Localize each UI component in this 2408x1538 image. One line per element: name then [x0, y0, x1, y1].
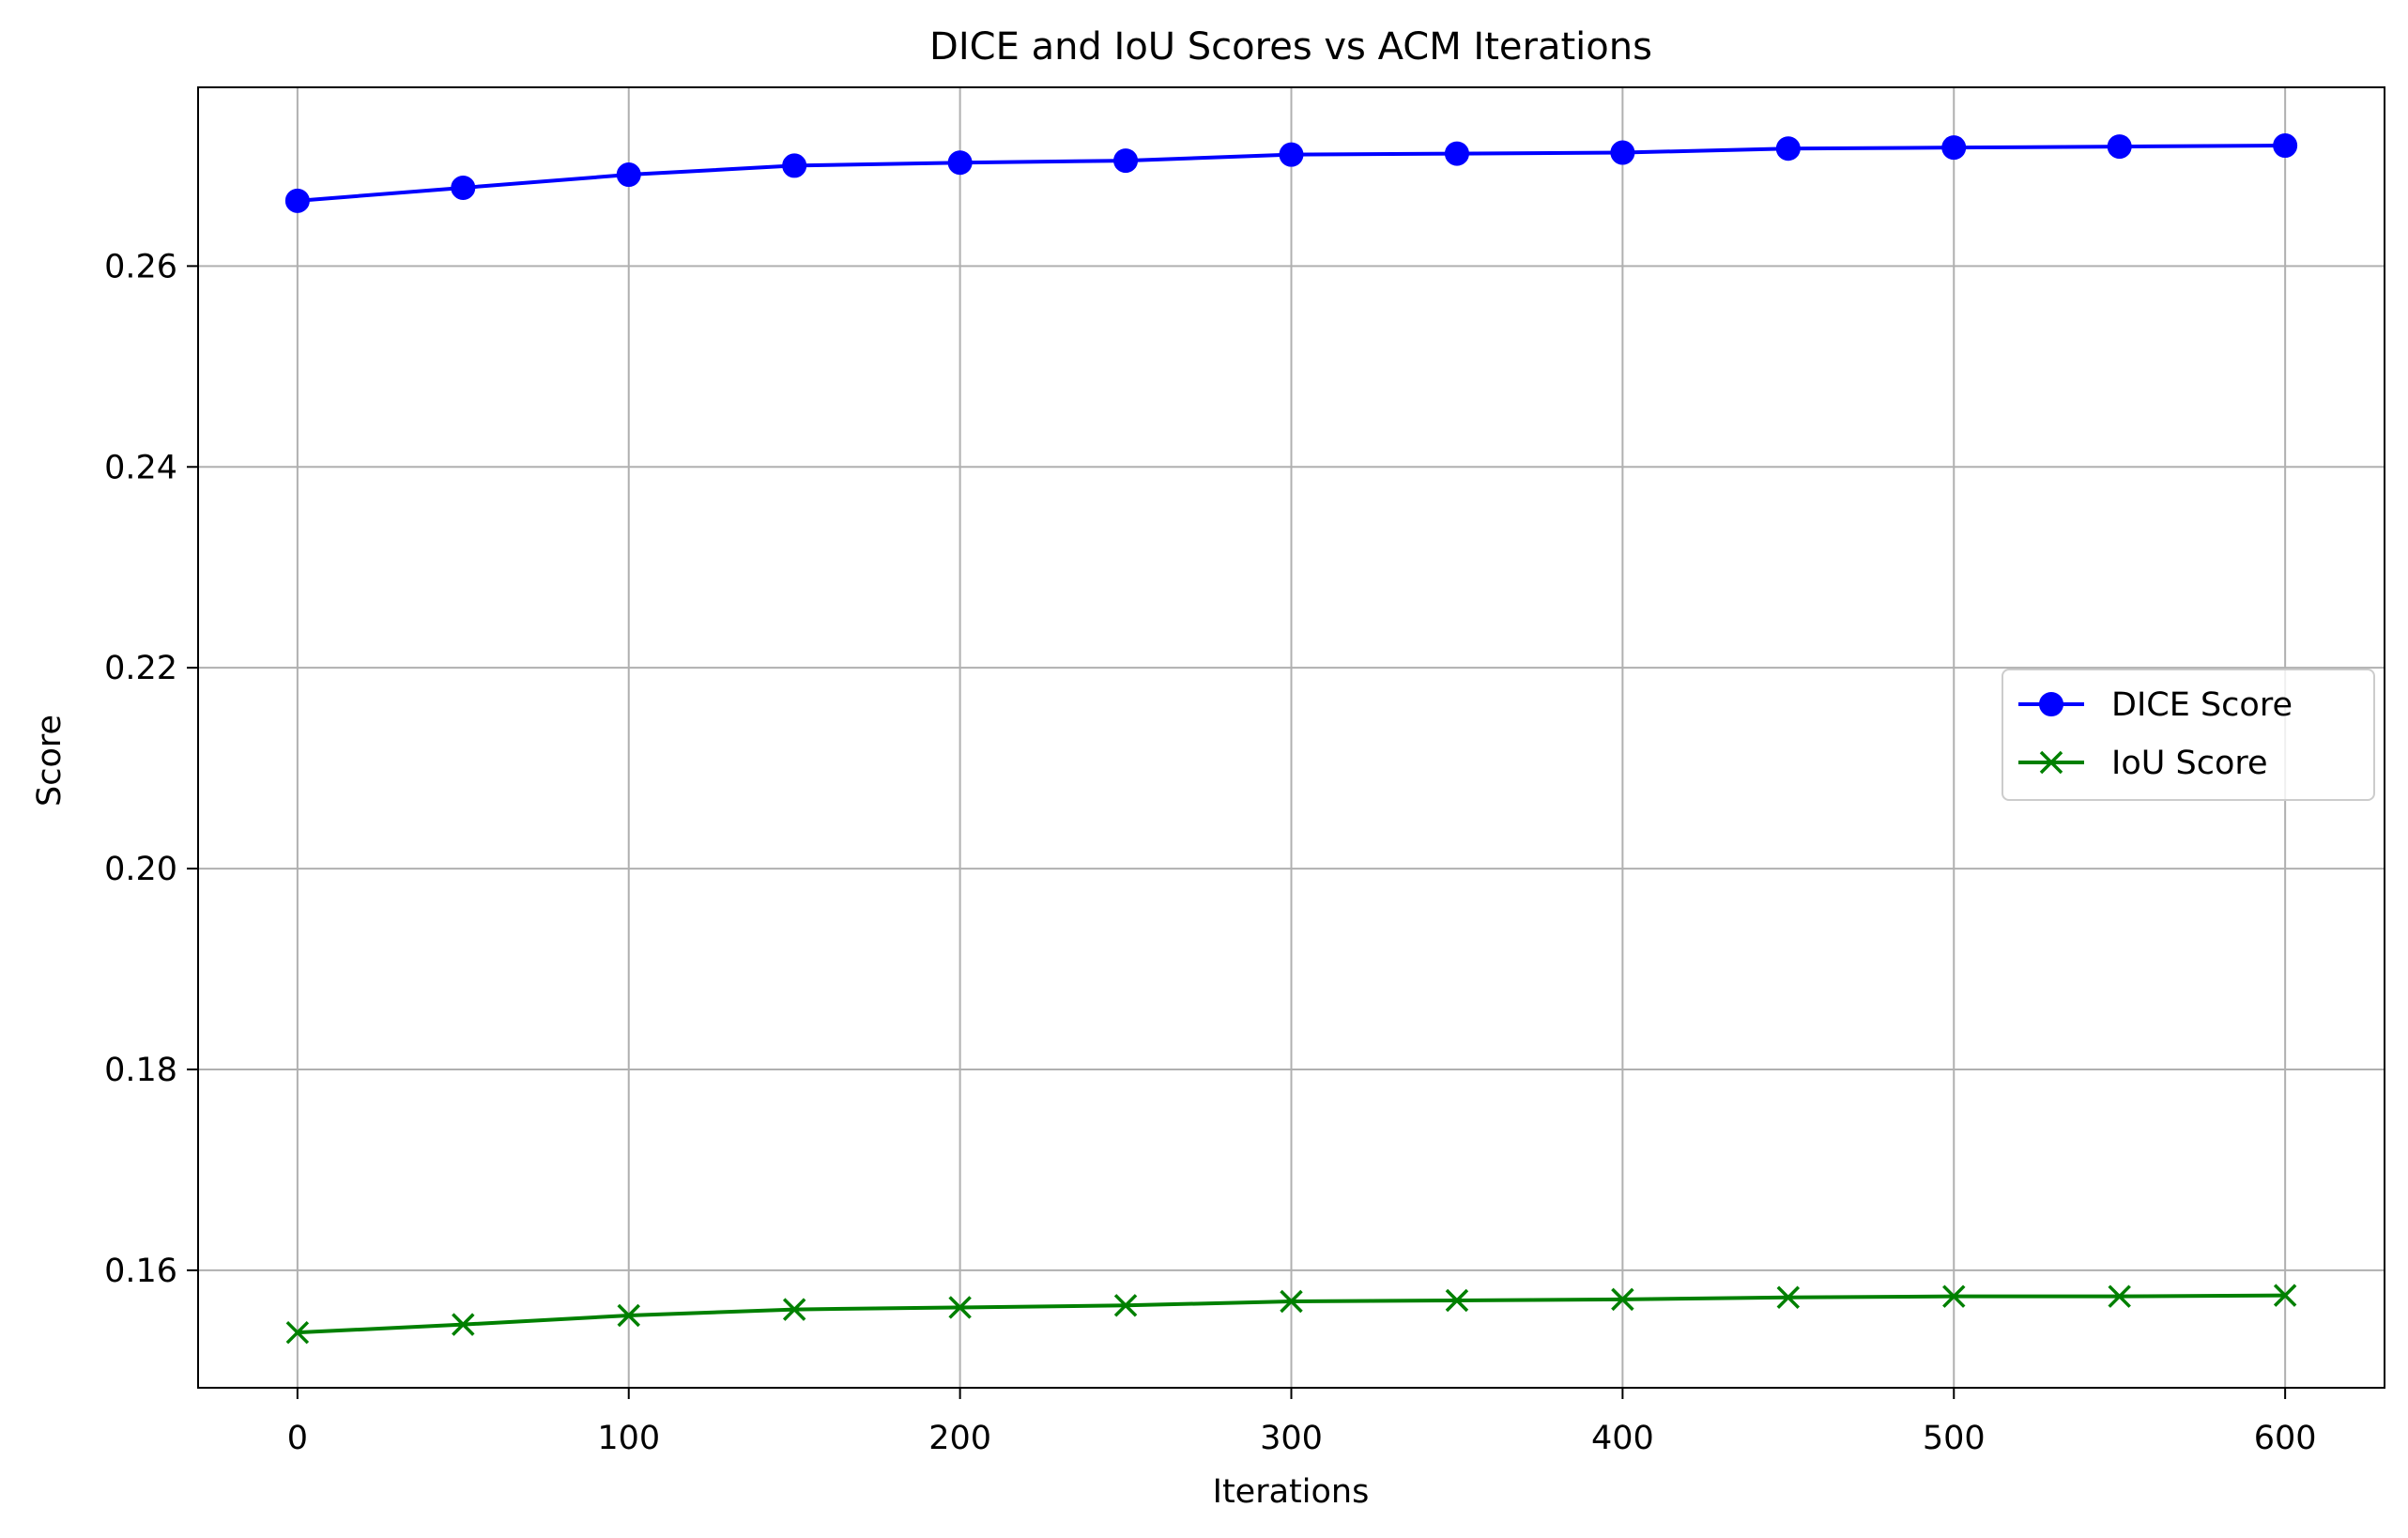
legend: DICE Score IoU Score — [2002, 669, 2375, 801]
legend-marker — [2039, 750, 2063, 775]
iou-score-point — [1113, 1294, 1138, 1317]
y-tick-label: 0.22 — [104, 650, 177, 687]
dice-score-point — [1775, 136, 1801, 161]
y-tick-label: 0.16 — [104, 1253, 177, 1290]
iou-score-point — [782, 1298, 806, 1321]
iou-score-point — [617, 1303, 640, 1328]
legend-item-iou-score: IoU Score — [2018, 745, 2268, 782]
legend-item-dice-score: DICE Score — [2018, 686, 2293, 724]
dice-score-point — [2107, 134, 2132, 160]
iou-score-point — [2273, 1284, 2297, 1307]
dice-score-point — [947, 150, 973, 176]
dice-score-point — [1113, 148, 1139, 174]
legend-label: IoU Score — [2111, 745, 2268, 782]
iou-score-point — [1445, 1288, 1469, 1313]
iou-score-point — [285, 1320, 310, 1345]
y-tick-label: 0.26 — [104, 248, 177, 285]
chart-title: DICE and IoU Scores vs ACM Iterations — [929, 25, 1652, 69]
iou-score-point — [1942, 1284, 1966, 1308]
x-tick-label: 300 — [1260, 1420, 1323, 1457]
x-tick-label: 200 — [928, 1420, 991, 1457]
x-tick-label: 0 — [287, 1420, 308, 1457]
dice-score-point — [1610, 140, 1635, 165]
legend-label: DICE Score — [2111, 686, 2293, 724]
legend-box — [2002, 669, 2375, 801]
dice-score-point — [1279, 142, 1304, 167]
dice-score-point — [2273, 133, 2298, 159]
legend-marker — [2039, 692, 2063, 716]
dice-score-point — [1941, 135, 1967, 161]
dice-score-point — [451, 175, 476, 200]
grid — [198, 87, 2385, 1388]
x-tick-label: 500 — [1923, 1420, 1986, 1457]
dice-score-point — [284, 188, 310, 213]
y-axis-label: Score — [31, 715, 69, 807]
series-group — [284, 133, 2298, 1345]
dice-score-series — [284, 133, 2298, 213]
iou-score-series — [285, 1284, 2297, 1345]
y-axis: 0.16 0.18 0.20 0.22 0.24 0.26 — [104, 248, 198, 1290]
x-axis: 0 100 200 300 400 500 600 — [287, 1388, 2317, 1457]
iou-score-point — [2108, 1284, 2131, 1308]
x-tick-label: 100 — [597, 1420, 660, 1457]
x-axis-label: Iterations — [1213, 1473, 1370, 1511]
y-tick-label: 0.20 — [104, 851, 177, 888]
iou-score-point — [452, 1313, 475, 1336]
dice-score-point — [782, 153, 807, 178]
iou-score-point — [948, 1296, 972, 1319]
iou-score-point — [1280, 1289, 1303, 1314]
iou-score-point — [1776, 1285, 1801, 1309]
y-tick-label: 0.24 — [104, 449, 177, 486]
x-tick-label: 400 — [1591, 1420, 1654, 1457]
y-tick-label: 0.18 — [104, 1052, 177, 1089]
x-tick-label: 600 — [2254, 1420, 2317, 1457]
iou-score-point — [1611, 1287, 1634, 1312]
dice-score-point — [616, 162, 641, 188]
dice-score-point — [1444, 141, 1469, 166]
